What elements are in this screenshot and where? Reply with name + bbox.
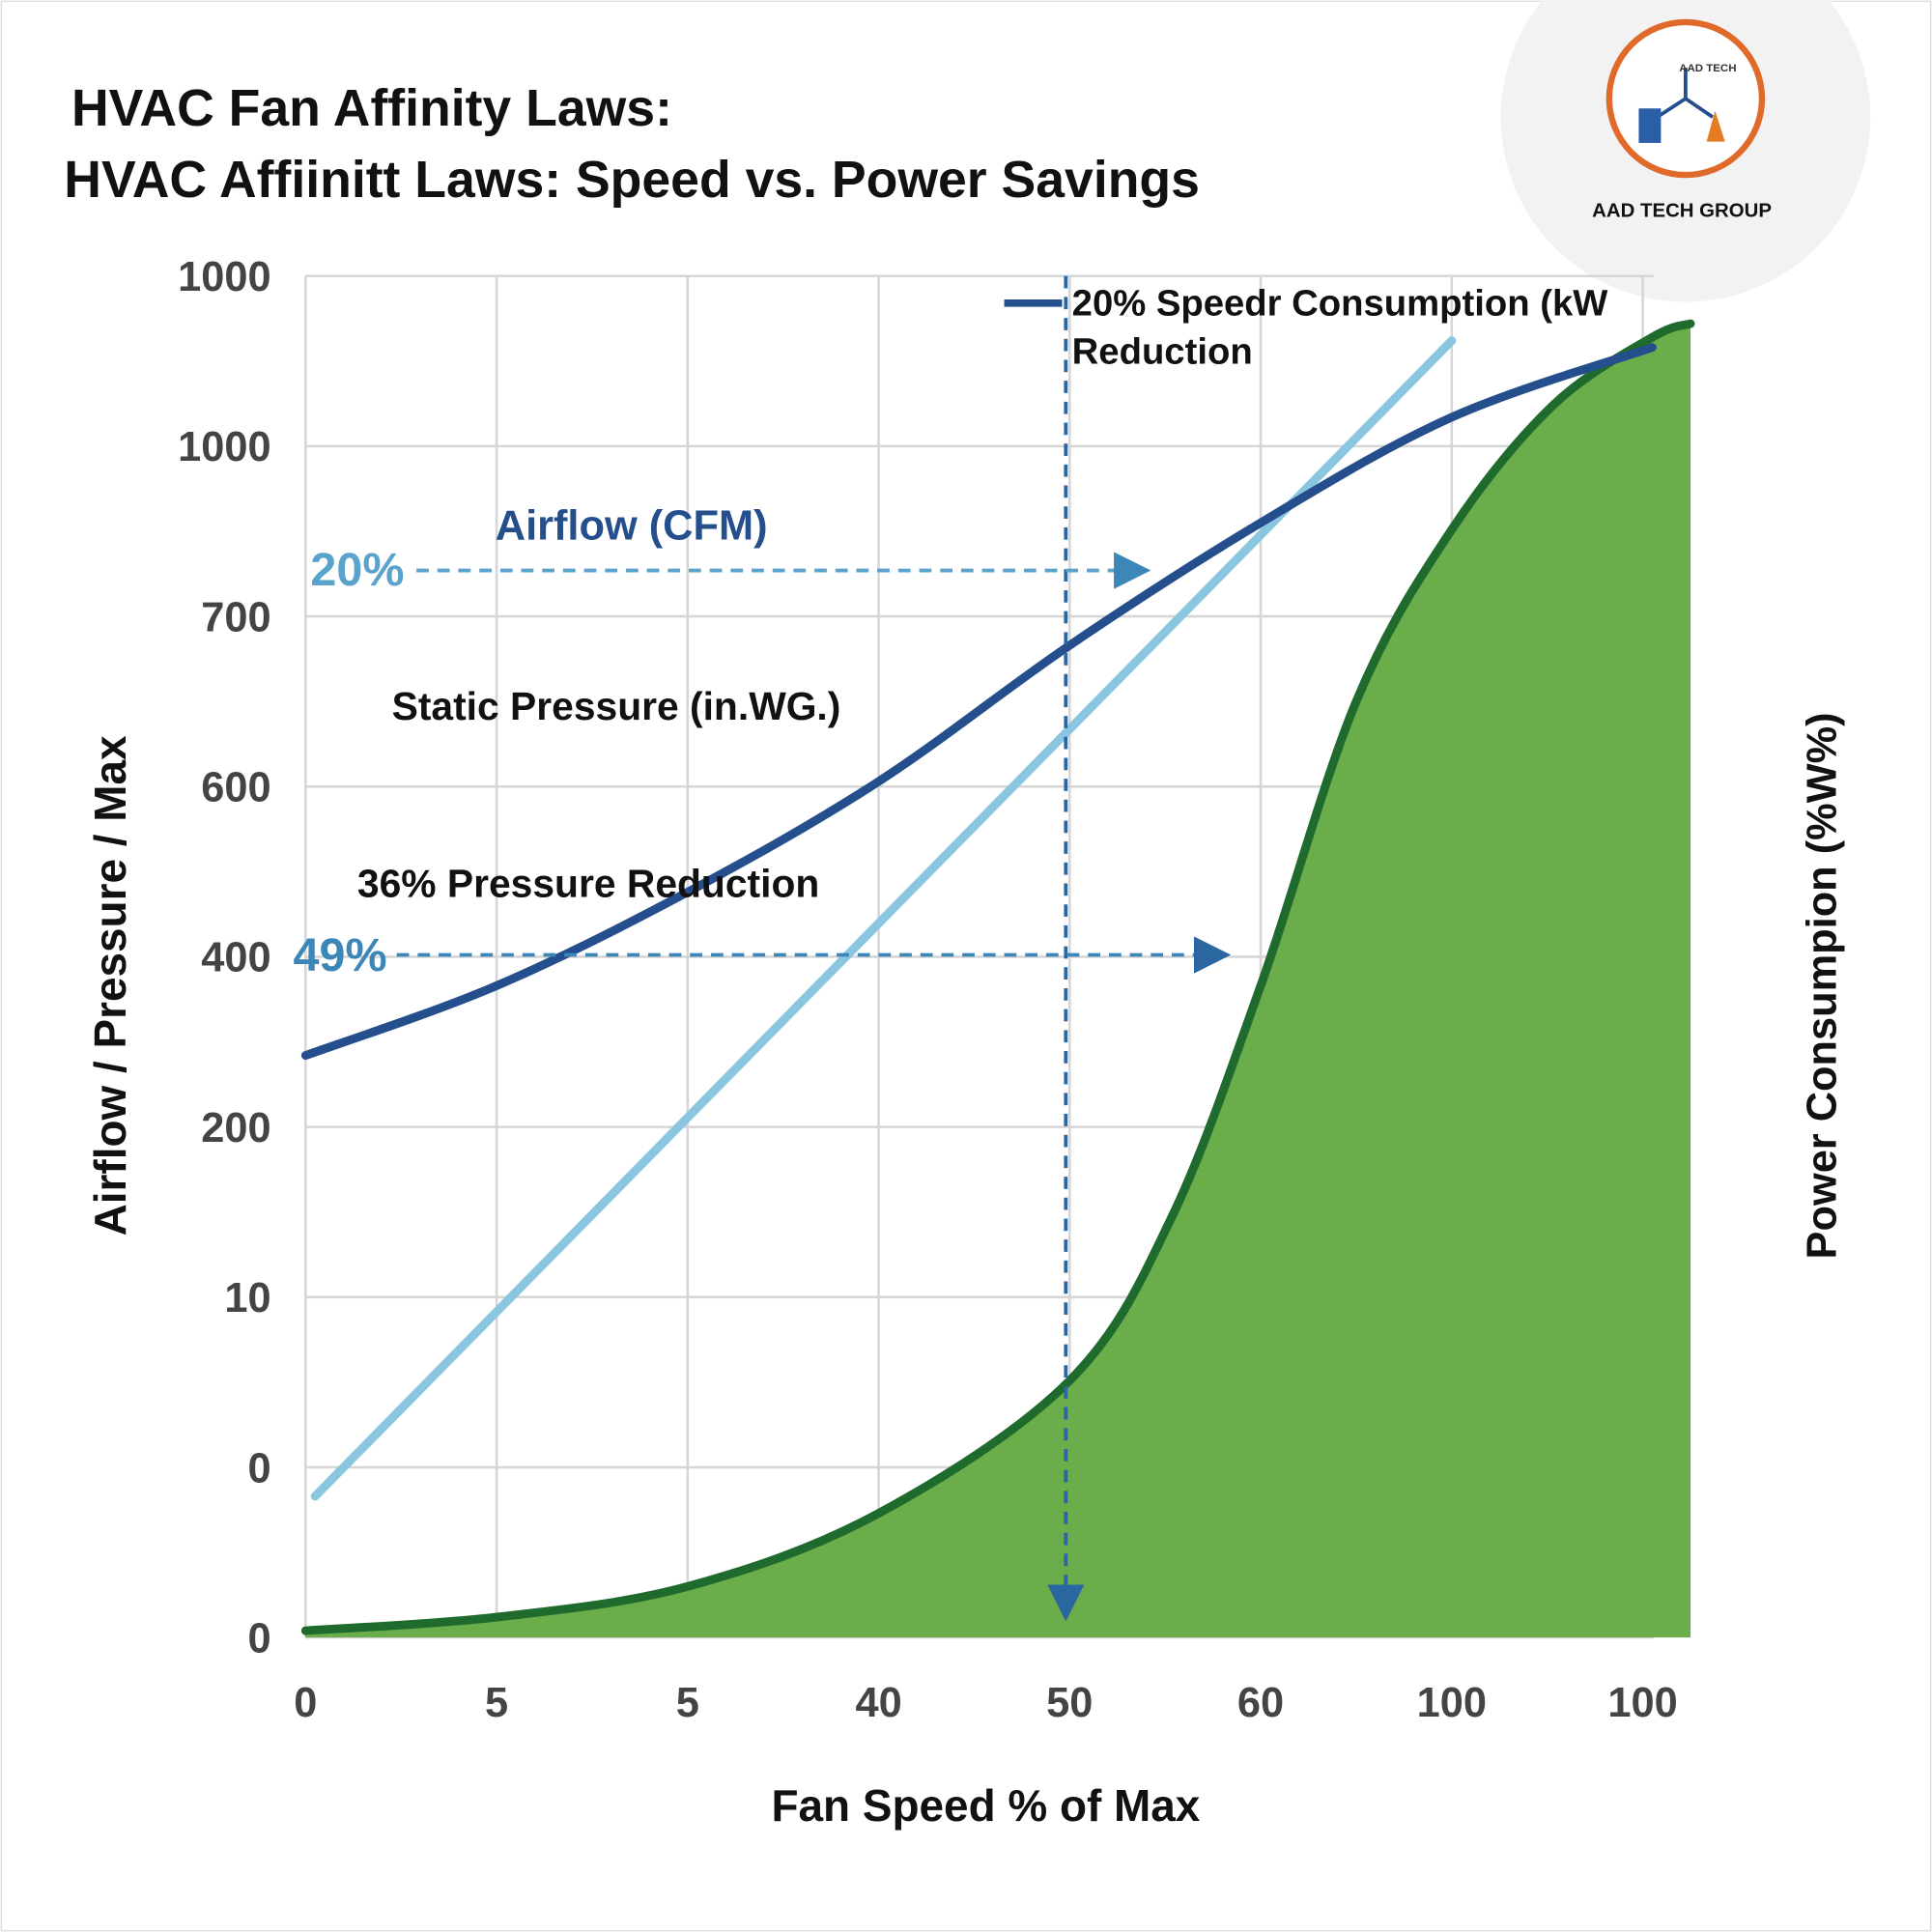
x-tick-label: 60: [1237, 1680, 1284, 1726]
y-tick-label: 1000: [178, 254, 270, 300]
x-tick-label: 50: [1046, 1680, 1093, 1726]
y-tick-label: 0: [247, 1615, 270, 1662]
y-tick-label: 700: [201, 594, 270, 640]
annotations: 20% 49% 36% Pressure Reduction Airflow (…: [294, 275, 1609, 1622]
line: [300, 343, 1657, 1061]
chart-subtitle: HVAC Affiinitt Laws: Speed vs. Power Sav…: [64, 152, 1200, 209]
y2-axis-label: Power Consumpion (%W%): [1800, 712, 1846, 1259]
series-label: Static Pressure (in.WG.): [392, 684, 841, 728]
logo-icon: [1638, 108, 1662, 143]
y-tick-label: 200: [201, 1105, 270, 1151]
annotation: 20%: [310, 544, 404, 596]
y-tick-label: 10: [224, 1275, 270, 1321]
logo-icon: [1706, 110, 1725, 142]
logo-mark: AAD TECH: [1679, 63, 1736, 74]
y-tick-label: 0: [247, 1445, 270, 1492]
area: [305, 324, 1690, 1638]
logo-name: AAD TECH GROUP: [1592, 200, 1772, 221]
legend-text: 20% Speedr Consumption (kW: [1072, 283, 1609, 325]
x-axis-label: Fan Speed % of Max: [771, 1780, 1200, 1831]
annotation: 49%: [294, 929, 387, 981]
y-tick-label: 600: [201, 765, 270, 811]
x-tick-label: 40: [855, 1680, 901, 1726]
legend-text: Reduction: [1072, 330, 1253, 372]
chart-title: HVAC Fan Affinity Laws:: [71, 80, 672, 137]
logo: AAD TECH AAD TECH GROUP: [1500, 0, 1871, 302]
logo-icon: [1656, 68, 1715, 119]
line: [310, 336, 1457, 1501]
y-tick-label: 400: [201, 935, 270, 981]
line: [300, 319, 1695, 1635]
x-tick-label: 5: [485, 1680, 508, 1726]
x-tick-label: 5: [676, 1680, 699, 1726]
x-tick-label: 100: [1417, 1680, 1487, 1726]
series-label: Airflow (CFM): [496, 503, 768, 550]
annotation: 36% Pressure Reduction: [357, 862, 819, 906]
x-tick-label: 0: [294, 1680, 317, 1726]
y-tick-label: 1000: [178, 424, 270, 470]
y-axis-label: Airflow / Pressure / Max: [85, 735, 135, 1236]
x-tick-label: 100: [1607, 1680, 1677, 1726]
